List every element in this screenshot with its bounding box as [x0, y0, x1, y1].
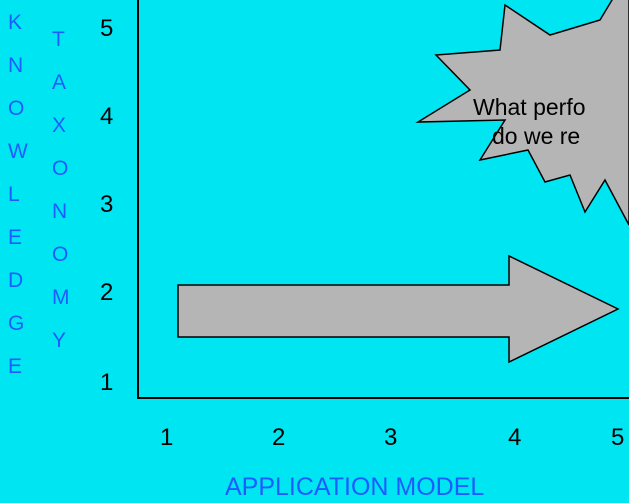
callout-line-1: What perfo [473, 94, 586, 120]
callout-line-2: do we re [492, 123, 581, 149]
starburst-shape [415, 0, 629, 226]
y-axis-label-letter: Y [52, 329, 67, 352]
y-axis-label-letter: D [8, 269, 24, 292]
y-axis-label-letter: O [52, 243, 69, 266]
y-axis-label-letter: X [52, 114, 67, 137]
x-tick-label: 2 [272, 424, 286, 451]
right-arrow-shape [177, 254, 620, 364]
y-tick-label: 2 [100, 279, 114, 306]
y-axis-label-letter: O [52, 157, 69, 180]
y-axis-label-letter: L [8, 183, 20, 206]
y-axis-label-letter: K [8, 11, 23, 34]
y-axis-label-letter: G [8, 312, 25, 335]
x-axis-label: APPLICATION MODEL [225, 473, 485, 501]
x-tick-label: 3 [384, 424, 398, 451]
y-tick-label: 5 [100, 15, 114, 42]
y-tick-label: 4 [100, 103, 114, 130]
x-tick-label: 5 [611, 424, 625, 451]
y-axis-label-letter: T [52, 28, 65, 51]
y-tick-label: 1 [100, 369, 114, 396]
y-axis-label-letter: M [52, 286, 70, 309]
y-axis-label-letter: W [8, 140, 28, 163]
x-tick-label: 1 [160, 424, 174, 451]
y-axis-label-letter: N [8, 54, 24, 77]
y-axis-label-letter: O [8, 97, 25, 120]
y-tick-label: 3 [100, 191, 114, 218]
y-axis-label-letter: N [52, 200, 68, 223]
y-axis-label-letter: E [8, 355, 23, 378]
x-tick-label: 4 [508, 424, 522, 451]
y-axis-label-letter: A [52, 71, 67, 94]
y-axis-label-letter: E [8, 226, 23, 249]
